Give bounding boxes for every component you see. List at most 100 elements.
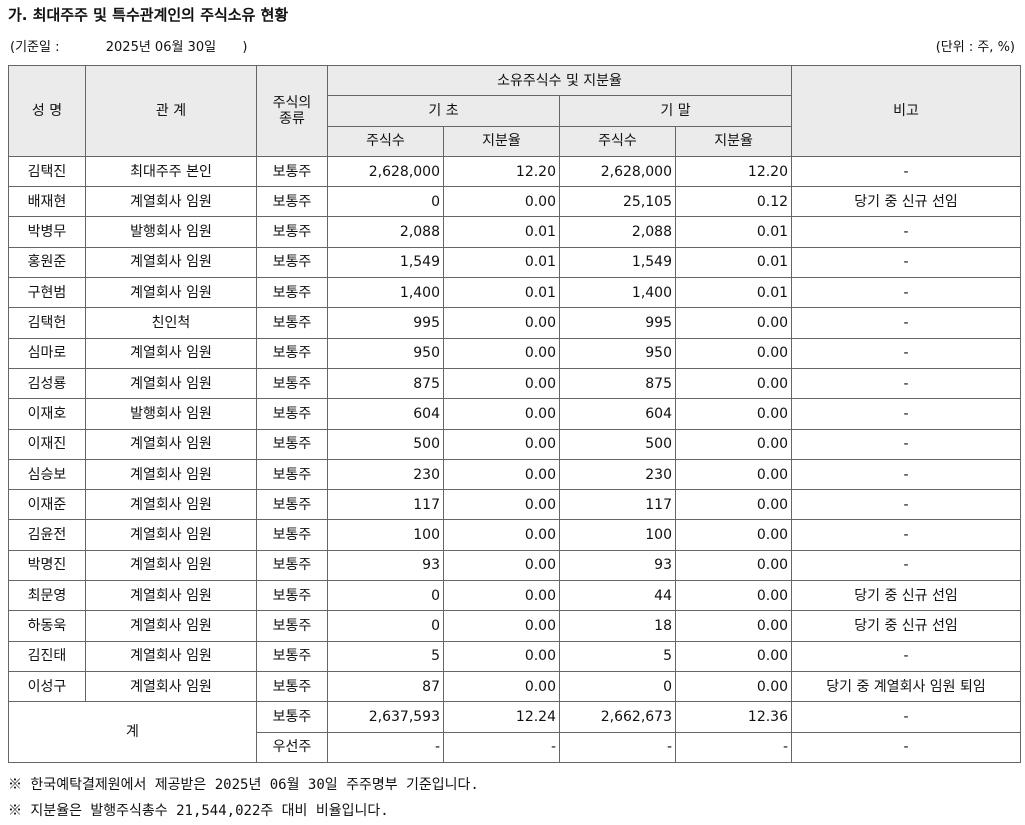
cell-type: 보통주 [256, 640, 328, 672]
base-date: (기준일 : 2025년 06월 30일 ) [10, 36, 247, 55]
cell-remark: 당기 중 계열회사 임원 퇴임 [791, 670, 1022, 703]
cell-begin-shares: 2,628,000 [327, 155, 444, 188]
cell-remark: 당기 중 신규 선임 [791, 186, 1022, 218]
cell-end-ratio: 0.01 [674, 216, 793, 248]
table-row: 홍원준 계열회사 임원 보통주 1,549 0.01 1,549 0.01- [8, 246, 1022, 279]
cell-remark: - [791, 489, 1022, 521]
cell-name: 김윤전 [8, 519, 86, 551]
table-row: 심승보 계열회사 임원 보통주 230 0.00 230 0.00- [8, 458, 1022, 491]
cell-end-ratio: 0.00 [674, 670, 793, 703]
table-row: 박명진 계열회사 임원 보통주 93 0.00 93 0.00- [8, 549, 1022, 582]
cell-relation: 계열회사 임원 [85, 549, 257, 582]
cell-type: 보통주 [256, 216, 328, 248]
cell-end-shares: 25,105 [559, 186, 676, 218]
cell-relation: 계열회사 임원 [85, 610, 257, 642]
cell-end-ratio: 12.36 [674, 701, 793, 733]
cell-type: 보통주 [256, 670, 328, 703]
table-row: 이재진 계열회사 임원 보통주 500 0.00 500 0.00- [8, 428, 1022, 460]
cell-end-shares: 2,662,673 [559, 701, 676, 733]
cell-begin-shares: 0 [327, 610, 444, 642]
base-date-label: (기준일 : [10, 40, 60, 55]
cell-relation: 계열회사 임원 [85, 337, 257, 369]
header-remark: 비고 [791, 65, 1022, 157]
cell-relation: 친인척 [85, 307, 257, 339]
table-row: 이재준 계열회사 임원 보통주 117 0.00 117 0.00- [8, 489, 1022, 521]
cell-begin-ratio: 0.00 [443, 367, 560, 400]
cell-name: 배재현 [8, 186, 86, 218]
cell-end-shares: 5 [559, 640, 676, 672]
cell-remark: - [791, 307, 1022, 339]
cell-end-ratio: 0.00 [674, 519, 793, 551]
cell-relation: 계열회사 임원 [85, 519, 257, 551]
table-row: 구현범 계열회사 임원 보통주 1,400 0.01 1,400 0.01- [8, 277, 1022, 309]
cell-type: 보통주 [256, 155, 328, 188]
cell-end-ratio: 0.00 [674, 367, 793, 400]
cell-remark: - [791, 155, 1022, 188]
cell-name: 하동욱 [8, 610, 86, 642]
cell-end-shares: 1,549 [559, 246, 676, 279]
table-row: 박병무 발행회사 임원 보통주 2,088 0.01 2,088 0.01- [8, 216, 1022, 248]
cell-remark: - [791, 428, 1022, 460]
header-relation: 관 계 [85, 65, 257, 157]
cell-begin-ratio: 0.00 [443, 337, 560, 369]
cell-begin-ratio: 0.00 [443, 640, 560, 672]
cell-begin-ratio: 0.00 [443, 307, 560, 339]
cell-begin-shares: 100 [327, 519, 444, 551]
cell-begin-ratio: 12.20 [443, 155, 560, 188]
header-end-ratio: 지분율 [674, 125, 793, 157]
cell-begin-shares: 0 [327, 580, 444, 612]
cell-type: 보통주 [256, 428, 328, 460]
cell-end-ratio: 0.00 [674, 337, 793, 369]
cell-remark: - [791, 519, 1022, 551]
cell-name: 박병무 [8, 216, 86, 248]
cell-end-shares: 93 [559, 549, 676, 582]
cell-end-shares: 500 [559, 428, 676, 460]
cell-begin-shares: 995 [327, 307, 444, 339]
cell-begin-shares: 2,637,593 [327, 701, 444, 733]
cell-remark: - [791, 216, 1022, 248]
cell-name: 이재호 [8, 398, 86, 430]
cell-end-shares: - [559, 731, 676, 763]
header-end: 기 말 [558, 95, 793, 127]
cell-begin-shares: 5 [327, 640, 444, 672]
cell-type: 보통주 [256, 519, 328, 551]
cell-type: 보통주 [256, 398, 328, 430]
cell-begin-ratio: 0.00 [443, 580, 560, 612]
cell-type: 보통주 [256, 610, 328, 642]
cell-begin-ratio: 0.00 [443, 186, 560, 218]
cell-relation: 계열회사 임원 [85, 277, 257, 309]
cell-end-shares: 0 [559, 670, 676, 703]
cell-begin-ratio: 0.01 [443, 246, 560, 279]
cell-name: 최문영 [8, 580, 86, 612]
cell-type: 보통주 [256, 337, 328, 369]
cell-end-shares: 2,088 [559, 216, 676, 248]
cell-end-shares: 2,628,000 [559, 155, 676, 188]
cell-end-ratio: 0.00 [674, 428, 793, 460]
cell-type: 보통주 [256, 307, 328, 339]
cell-begin-shares: 1,549 [327, 246, 444, 279]
cell-name: 심승보 [8, 458, 86, 491]
cell-begin-ratio: 0.00 [443, 670, 560, 703]
cell-begin-ratio: 0.00 [443, 428, 560, 460]
table-row: 김진태 계열회사 임원 보통주 5 0.00 5 0.00- [8, 640, 1022, 672]
cell-end-shares: 100 [559, 519, 676, 551]
cell-name: 김성룡 [8, 367, 86, 400]
header-begin-ratio: 지분율 [443, 125, 560, 157]
cell-relation: 계열회사 임원 [85, 670, 257, 703]
cell-type: 보통주 [256, 489, 328, 521]
cell-remark: - [791, 731, 1022, 763]
total-row-common: 계 보통주 2,637,593 12.24 2,662,673 12.36 - [8, 701, 1022, 763]
cell-relation: 계열회사 임원 [85, 246, 257, 279]
cell-begin-shares: 117 [327, 489, 444, 521]
cell-type: 보통주 [256, 367, 328, 400]
cell-begin-shares: 1,400 [327, 277, 444, 309]
cell-end-ratio: 12.20 [674, 155, 793, 188]
cell-name: 김진태 [8, 640, 86, 672]
shareholding-table: 성 명 관 계 주식의 종류 소유주식수 및 지분율 비고 기 초 기 말 주식… [8, 64, 1022, 763]
cell-begin-shares: 950 [327, 337, 444, 369]
table-row: 배재현 계열회사 임원 보통주 0 0.00 25,105 0.12 당기 중 신규 선임 [8, 186, 1022, 218]
cell-end-ratio: - [674, 731, 793, 763]
cell-end-shares: 604 [559, 398, 676, 430]
cell-begin-shares: 230 [327, 458, 444, 491]
cell-end-shares: 1,400 [559, 277, 676, 309]
